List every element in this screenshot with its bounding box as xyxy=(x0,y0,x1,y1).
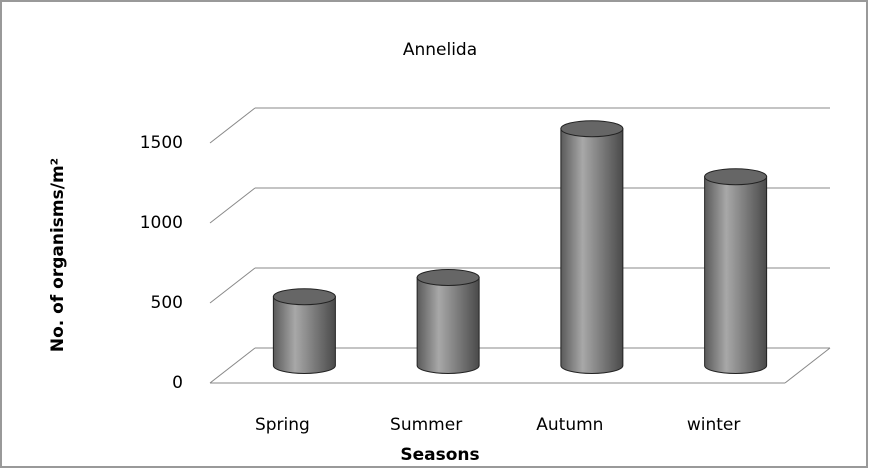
chart-title: Annelida xyxy=(403,40,477,60)
y-tick-label: 1500 xyxy=(140,133,183,153)
bar xyxy=(704,176,768,374)
y-tick-label: 0 xyxy=(172,373,183,393)
x-tick-label: Autumn xyxy=(536,415,603,435)
floor-right xyxy=(784,347,831,384)
bar-top xyxy=(272,288,336,306)
bar-top xyxy=(560,120,624,138)
x-tick-label: Spring xyxy=(255,415,310,435)
grid-line-side xyxy=(209,107,256,144)
y-tick-label: 1000 xyxy=(140,213,183,233)
bar-top xyxy=(704,168,768,186)
bar xyxy=(560,128,624,374)
bar-top xyxy=(416,269,480,286)
bar xyxy=(272,296,336,374)
bar xyxy=(416,277,480,374)
grid-line-side xyxy=(209,267,256,304)
y-axis-label: No. of organisms/m² xyxy=(48,158,68,352)
y-tick-label: 500 xyxy=(151,293,183,313)
grid-line-side xyxy=(209,187,256,224)
x-axis-label: Seasons xyxy=(400,445,479,465)
x-tick-label: winter xyxy=(687,415,741,435)
x-tick-label: Summer xyxy=(390,415,462,435)
grid-line-side xyxy=(209,347,256,384)
